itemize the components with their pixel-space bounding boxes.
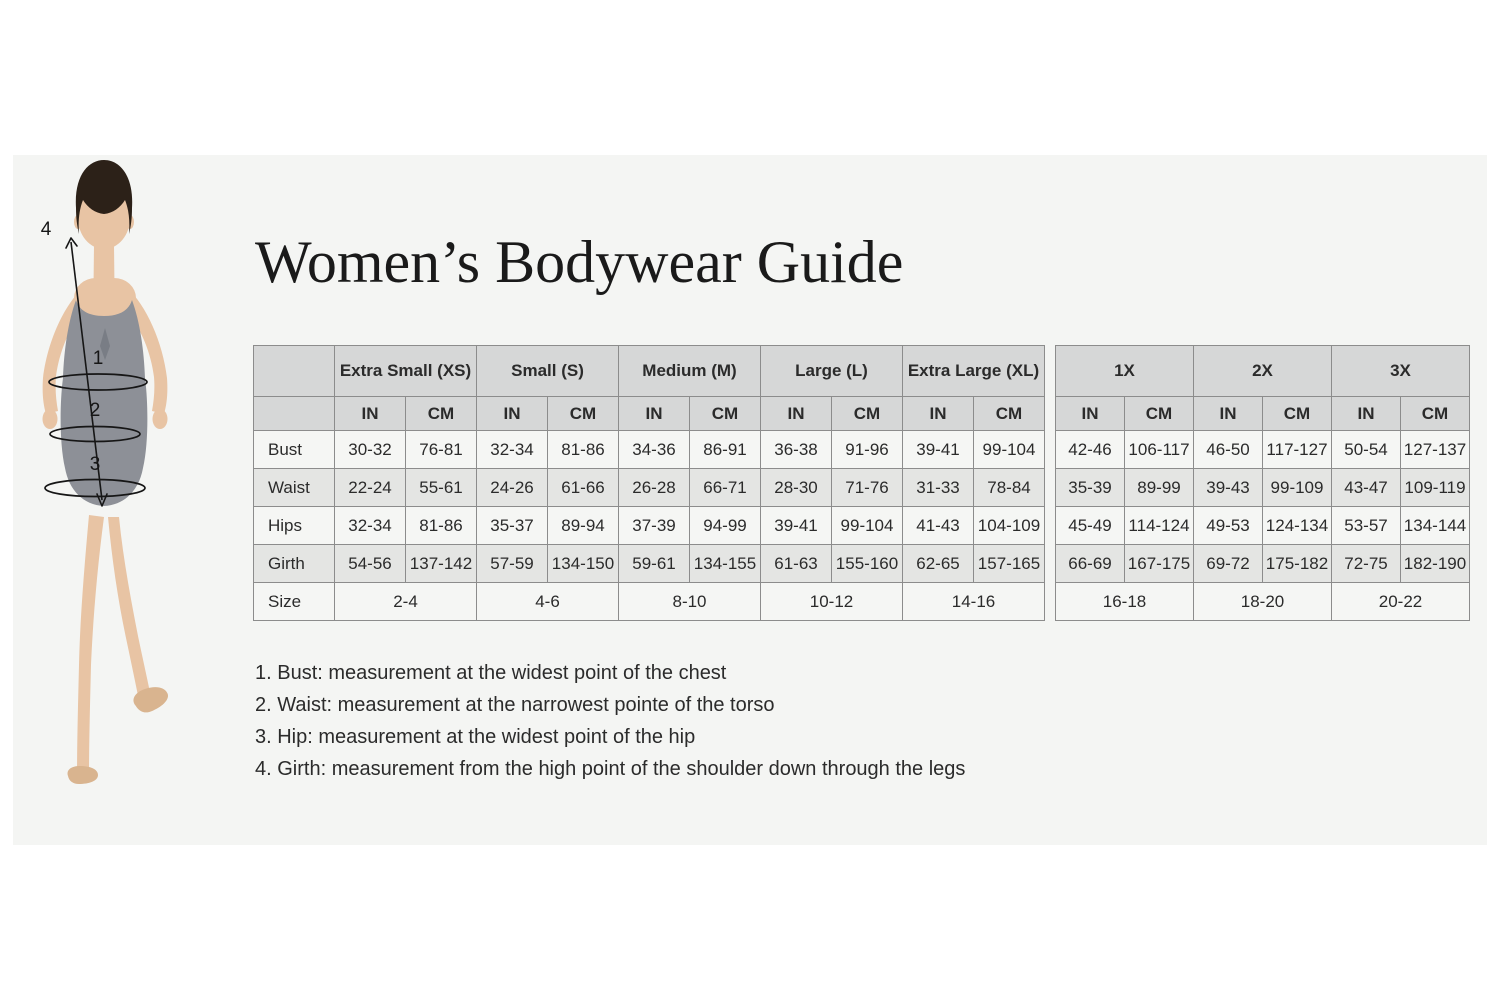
- svg-text:2: 2: [90, 400, 101, 421]
- svg-text:4: 4: [41, 219, 52, 240]
- svg-text:1: 1: [93, 348, 104, 369]
- svg-text:3: 3: [90, 454, 101, 475]
